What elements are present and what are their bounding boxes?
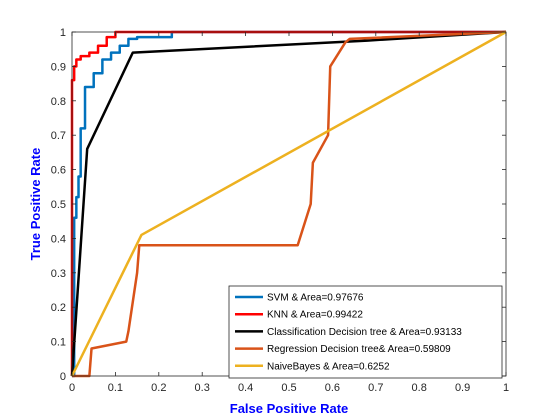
- y-tick-label: 1: [60, 27, 66, 39]
- y-tick-label: 0.1: [51, 337, 66, 349]
- legend-label: Regression Decision tree& Area=0.59809: [267, 344, 451, 355]
- x-tick-label: 0.4: [238, 382, 253, 394]
- roc-curves: [70, 30, 507, 378]
- y-tick-label: 0.8: [51, 96, 66, 108]
- legend-label: KNN & Area=0.99422: [267, 310, 363, 321]
- roc-curve-1: [72, 30, 506, 378]
- roc-curve-3: [70, 30, 507, 377]
- roc-curve-5: [70, 30, 507, 377]
- legend-box: [228, 285, 503, 379]
- x-tick-label: 0.7: [368, 382, 383, 394]
- y-tick-label: 0.3: [51, 268, 66, 280]
- legend-label: Classification Decision tree & Area=0.93…: [267, 327, 462, 338]
- x-tick-label: 1: [503, 382, 509, 394]
- y-tick-label: 0: [60, 371, 66, 383]
- x-tick-label: 0.6: [325, 382, 340, 394]
- roc-curve-4: [72, 30, 507, 378]
- x-tick-label: 0.1: [108, 382, 123, 394]
- x-tick-label: 0: [69, 382, 75, 394]
- x-tick-label: 0.3: [195, 382, 210, 394]
- y-tick-label: 0.7: [51, 130, 66, 142]
- y-tick-label: 0.6: [51, 165, 66, 177]
- roc-curve-2: [70, 30, 506, 376]
- legend-label: NaiveBayes & Area=0.6252: [267, 361, 390, 372]
- x-tick-label: 0.8: [412, 382, 427, 394]
- y-tick-label: 0.2: [51, 302, 66, 314]
- y-tick-label: 0.9: [51, 61, 66, 73]
- legend: SVM & Area=0.97676 KNN & Area=0.99422 Clas…: [228, 285, 503, 379]
- x-tick-label: 0.9: [455, 382, 470, 394]
- legend-label: SVM & Area=0.97676: [267, 293, 364, 304]
- y-axis-label: True Positive Rate: [28, 148, 43, 261]
- x-axis-label: False Positive Rate: [230, 401, 349, 416]
- y-tick-label: 0.5: [51, 199, 66, 211]
- y-tick-label: 0.4: [51, 233, 66, 245]
- x-tick-label: 0.5: [281, 382, 296, 394]
- tick-labels: 0 0.1 0.2 0.3 0.4 0.5 0.6 0.7 0.8 0.9 1 0 0.1 0.2 0.3 0…: [51, 27, 509, 394]
- x-tick-label: 0.2: [151, 382, 166, 394]
